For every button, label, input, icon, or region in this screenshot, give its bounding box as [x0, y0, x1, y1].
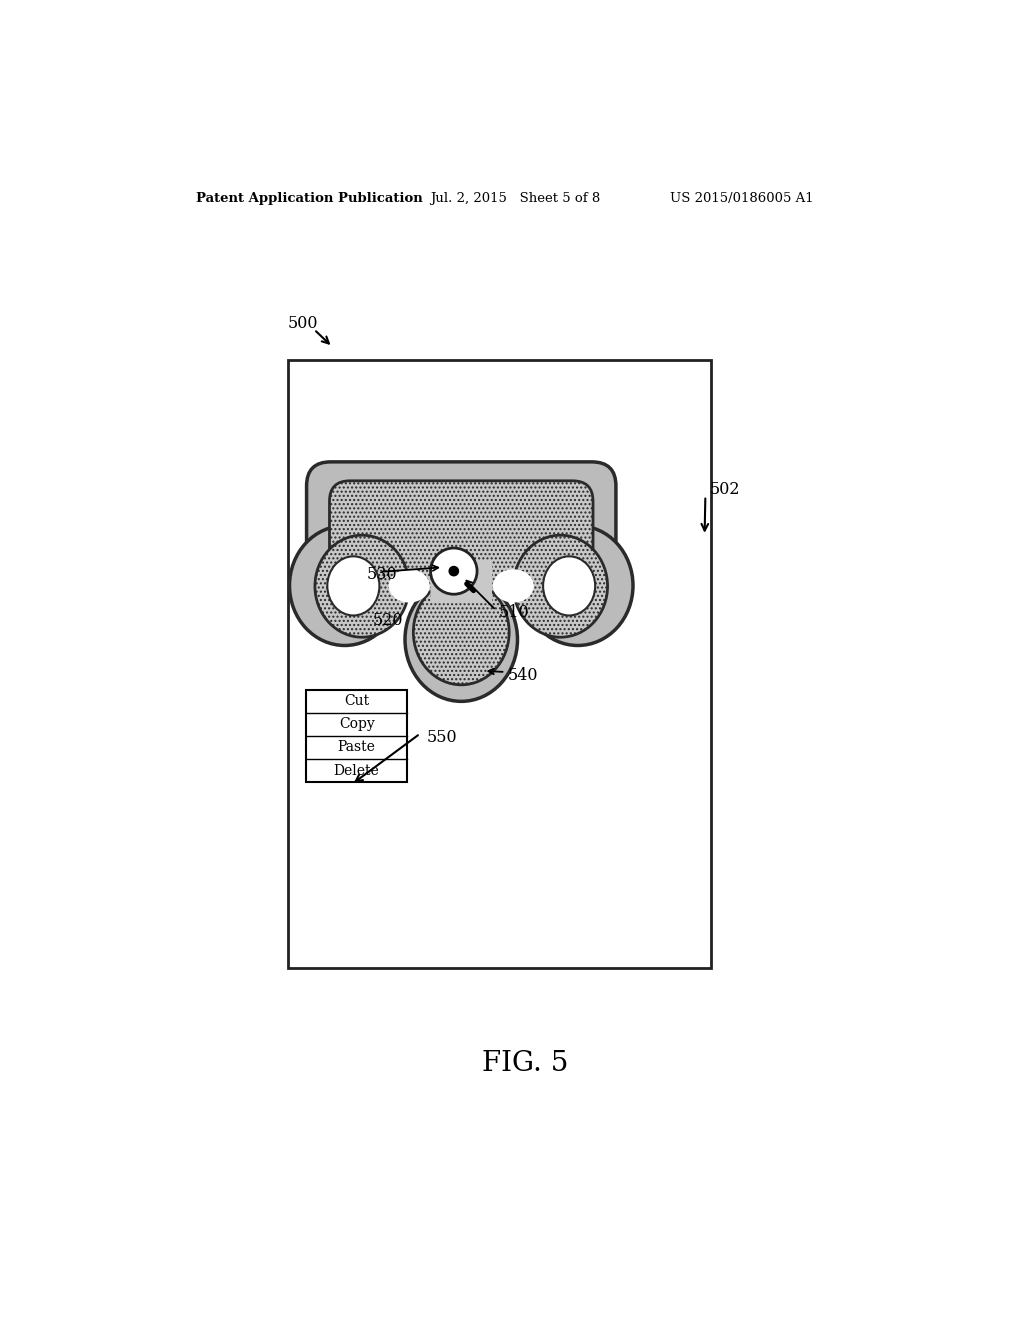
Ellipse shape — [493, 569, 534, 602]
Text: Jul. 2, 2015   Sheet 5 of 8: Jul. 2, 2015 Sheet 5 of 8 — [430, 191, 600, 205]
FancyBboxPatch shape — [306, 462, 615, 594]
Text: 540: 540 — [508, 668, 539, 684]
Ellipse shape — [315, 535, 409, 638]
FancyBboxPatch shape — [430, 561, 493, 603]
Bar — [289, 360, 711, 969]
Ellipse shape — [543, 556, 595, 615]
Ellipse shape — [513, 535, 607, 638]
Text: 510: 510 — [499, 605, 529, 622]
Text: Delete: Delete — [334, 763, 380, 777]
Text: 500: 500 — [288, 315, 318, 333]
Text: Paste: Paste — [338, 741, 376, 755]
Text: 520: 520 — [372, 612, 402, 628]
Ellipse shape — [328, 556, 380, 615]
FancyBboxPatch shape — [330, 480, 593, 593]
Ellipse shape — [389, 569, 430, 602]
Circle shape — [430, 548, 477, 594]
Circle shape — [450, 566, 459, 576]
Text: FIG. 5: FIG. 5 — [481, 1049, 568, 1077]
Text: Patent Application Publication: Patent Application Publication — [197, 191, 423, 205]
Ellipse shape — [522, 525, 633, 645]
FancyBboxPatch shape — [425, 556, 498, 606]
Text: 550: 550 — [426, 729, 457, 746]
Text: Cut: Cut — [344, 694, 370, 709]
Text: 502: 502 — [710, 480, 739, 498]
Ellipse shape — [406, 578, 517, 701]
Ellipse shape — [414, 579, 509, 685]
Ellipse shape — [290, 525, 400, 645]
Text: 530: 530 — [367, 566, 397, 582]
Bar — [306, 690, 407, 781]
Text: Copy: Copy — [339, 717, 375, 731]
Text: US 2015/0186005 A1: US 2015/0186005 A1 — [671, 191, 814, 205]
